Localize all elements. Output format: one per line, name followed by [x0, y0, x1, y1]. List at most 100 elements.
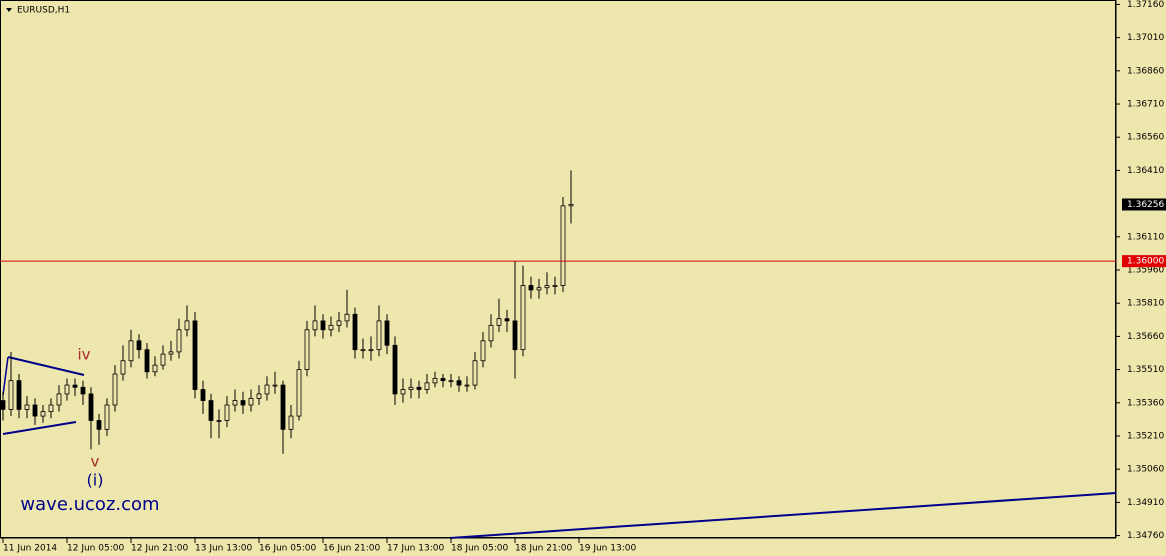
candle-body [472, 360, 478, 386]
candle-body [232, 400, 238, 406]
candle-body [512, 320, 518, 351]
candle-body [224, 404, 230, 421]
candle-body [176, 329, 182, 353]
price-tag [1122, 198, 1166, 211]
level-label: 1.36000 [1127, 257, 1164, 267]
candle-body [24, 404, 30, 410]
candle-body [320, 320, 326, 331]
candle-body [280, 384, 286, 430]
candle-body [312, 320, 318, 331]
y-tick-label: 1.35360 [1127, 398, 1164, 408]
x-tick-label: 18 Jun 21:00 [515, 544, 572, 554]
candle-body [136, 340, 142, 351]
candle-body [216, 420, 222, 422]
y-tick-label: 1.35660 [1127, 332, 1164, 342]
y-tick-label: 1.35810 [1127, 299, 1164, 309]
candle-body [168, 351, 174, 355]
candle-body [16, 380, 22, 410]
candle-body [552, 285, 558, 287]
candle-body [504, 318, 510, 322]
candle-body [304, 329, 310, 370]
y-tick-label: 1.35210 [1127, 431, 1164, 441]
watermark: wave.ucoz.com [20, 494, 159, 515]
candle-body [424, 382, 430, 390]
candle-body [8, 380, 14, 410]
candle-body [440, 378, 446, 382]
y-tick-label: 1.35510 [1127, 365, 1164, 375]
candle-body [360, 349, 366, 352]
candle-body [152, 364, 158, 373]
candle-body [568, 204, 574, 207]
candle-body [72, 384, 78, 388]
x-tick-label: 17 Jun 13:00 [387, 544, 444, 554]
candle-body [496, 318, 502, 326]
candle-body [64, 384, 70, 395]
candle-body [248, 397, 254, 406]
candle-body [288, 415, 294, 430]
candle-body [128, 340, 134, 362]
trendline [7, 356, 85, 376]
candle-body [336, 320, 342, 326]
candle-body [432, 378, 438, 384]
candle-body [112, 373, 118, 406]
trendline [2, 356, 9, 396]
candle-body [384, 320, 390, 346]
candle-body [120, 360, 126, 375]
menu-arrow[interactable] [6, 8, 12, 12]
x-tick-label: 13 Jun 13:00 [195, 544, 252, 554]
y-tick-label: 1.34910 [1127, 498, 1164, 508]
candle-body [240, 400, 246, 406]
candle-body [56, 393, 62, 406]
candle-body [264, 384, 270, 395]
candle-body [104, 404, 110, 430]
x-tick-label: 18 Jun 05:00 [451, 544, 508, 554]
candle-body [0, 400, 6, 410]
candle-body [96, 420, 102, 430]
y-tick-label: 1.36560 [1127, 133, 1164, 143]
candle-body [456, 380, 462, 386]
candle-body [40, 411, 46, 417]
candle-body [256, 393, 262, 399]
candle-body [328, 324, 334, 331]
plot-frame [0, 0, 1116, 538]
candle-body [200, 389, 206, 401]
candle-body [192, 320, 198, 390]
price-label: 1.36256 [1127, 200, 1164, 210]
candle-body [144, 349, 150, 373]
candle-body [400, 389, 406, 395]
x-tick-label: 11 Jun 2014 [3, 544, 57, 554]
x-tick-label: 12 Jun 21:00 [131, 544, 188, 554]
y-tick-label: 1.36110 [1127, 232, 1164, 242]
candle-body [392, 344, 398, 395]
candle-body [480, 340, 486, 362]
candle-body [560, 205, 566, 286]
wave-label: (i) [87, 471, 104, 490]
x-tick-label: 12 Jun 05:00 [67, 544, 124, 554]
candle-body [88, 393, 94, 421]
candle-body [48, 404, 54, 413]
candle-body [80, 386, 86, 395]
candle-body [520, 285, 526, 351]
x-tick-label: 19 Jun 13:00 [579, 544, 636, 554]
candle-body [208, 400, 214, 421]
y-tick-label: 1.37010 [1127, 33, 1164, 43]
candle-body [184, 320, 190, 331]
trendline [2, 421, 77, 435]
trendline [449, 492, 1117, 539]
candle-body [296, 369, 302, 417]
candle-body [352, 313, 358, 351]
y-tick-label: 1.35960 [1127, 266, 1164, 276]
wave-label: iv [77, 346, 90, 364]
candle-body [536, 287, 542, 291]
wave-label: v [91, 453, 100, 471]
x-tick-label: 16 Jun 21:00 [323, 544, 380, 554]
y-tick-label: 1.35060 [1127, 465, 1164, 475]
y-tick-label: 1.37160 [1127, 0, 1164, 10]
candle-body [448, 380, 454, 383]
x-tick-label: 16 Jun 05:00 [259, 544, 316, 554]
candle-body [376, 320, 382, 351]
candle-body [408, 386, 414, 390]
candle-body [160, 353, 166, 366]
